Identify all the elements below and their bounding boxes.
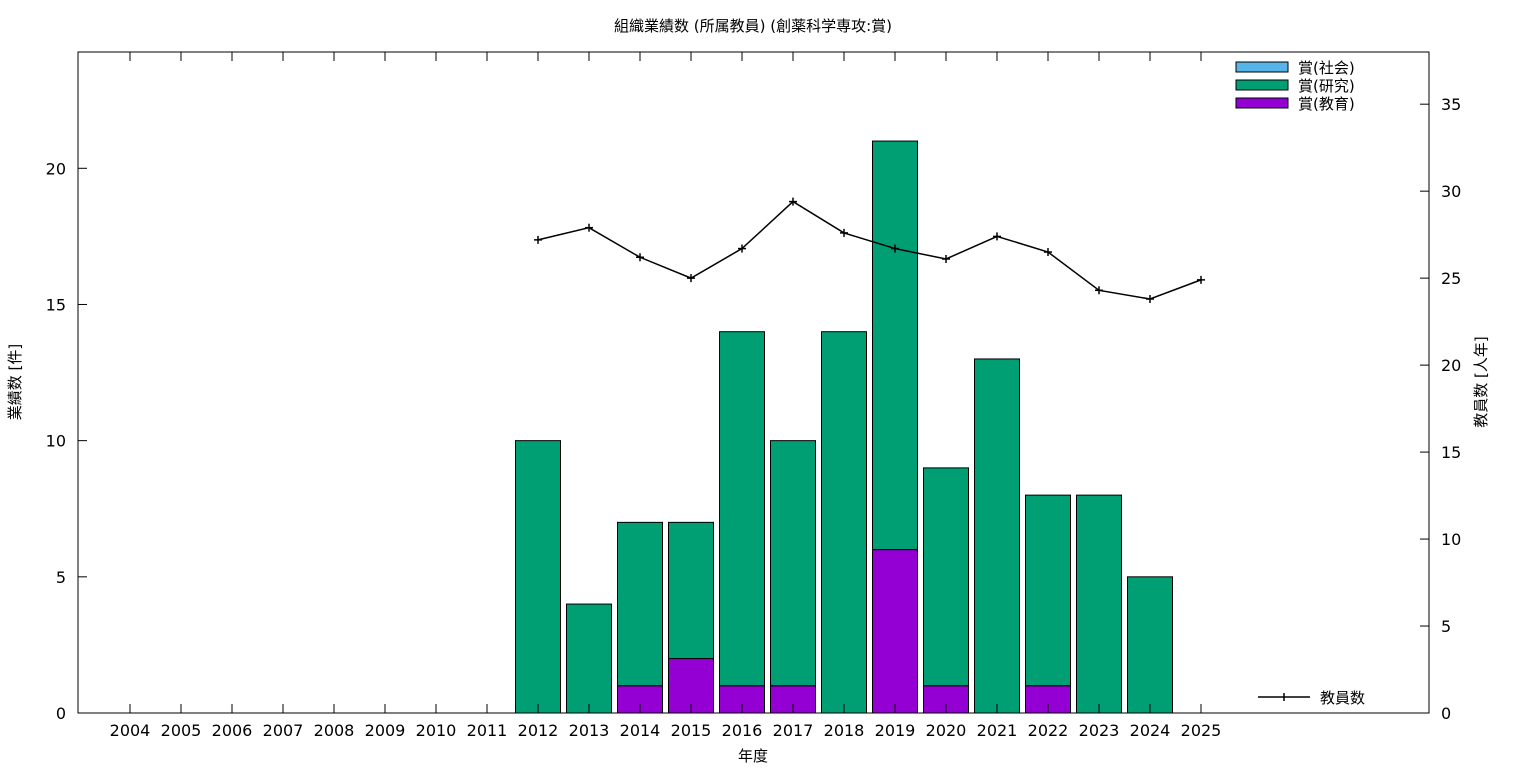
faculty-count-point [534,235,542,244]
faculty-count-point [1146,295,1154,304]
y-tick-label: 15 [46,295,66,314]
y2-tick-label: 10 [1441,530,1461,549]
x-tick-label: 2004 [110,721,151,740]
y2-tick-label: 0 [1441,704,1451,723]
x-tick-label: 2015 [671,721,712,740]
bar-2021-series-1 [974,358,1020,714]
x-tick-label: 2024 [1130,721,1171,740]
bar-2019-series-2 [872,549,918,714]
bar-2019-series-1 [872,140,918,551]
y2-axis-label: 教員数 [人年] [1472,336,1490,427]
faculty-count-line [537,200,1202,300]
legend: 賞(社会)賞(研究)賞(教育) 教員数 [1235,59,1365,707]
line-legend-label: 教員数 [1320,689,1365,707]
legend-label-2: 賞(教育) [1298,95,1355,113]
x-tick-label: 2020 [926,721,967,740]
plot-border [77,51,1430,714]
faculty-count-point [636,253,644,262]
y2-tick-label: 35 [1441,95,1461,114]
x-tick-label: 2018 [824,721,865,740]
x-tick-label: 2023 [1079,721,1120,740]
legend-label-1: 賞(研究) [1298,77,1355,95]
x-tick-label: 2013 [569,721,610,740]
bar-2018-series-1 [821,331,867,714]
bar-2015-series-2 [668,658,714,714]
faculty-count-point [942,254,950,263]
y2-tick-label: 30 [1441,182,1461,201]
bars-layer [515,140,1173,714]
x-tick-label: 2017 [773,721,814,740]
y2-tick-label: 15 [1441,443,1461,462]
y-tick-label: 10 [46,432,66,451]
faculty-count-point [585,223,593,232]
faculty-count-point [738,244,746,253]
faculty-count-point [891,244,899,253]
y2-tick-label: 20 [1441,356,1461,375]
bar-2016-series-1 [719,331,765,687]
legend-swatch-1 [1235,79,1289,91]
x-tick-label: 2016 [722,721,763,740]
y-axis-label: 業績数 [件] [6,344,24,420]
y2-tick-label: 25 [1441,269,1461,288]
x-tick-label: 2009 [365,721,406,740]
bar-2020-series-1 [923,467,969,687]
faculty-count-point [789,197,797,206]
faculty-count-point [687,274,695,283]
y-tick-label: 20 [46,159,66,178]
faculty-count-point [840,228,848,237]
bar-2024-series-1 [1127,576,1173,714]
legend-label-0: 賞(社会) [1298,59,1355,77]
x-tick-label: 2010 [416,721,457,740]
legend-swatch-2 [1235,97,1289,109]
x-tick-label: 2012 [518,721,559,740]
x-tick-label: 2021 [977,721,1018,740]
bar-2014-series-1 [617,521,663,687]
x-tick-label: 2019 [875,721,916,740]
legend-swatch-0 [1235,61,1289,73]
faculty-count-point [1197,275,1205,284]
faculty-count-point [993,232,1001,241]
bar-2012-series-1 [515,440,561,714]
x-axis-label: 年度 [738,747,768,765]
bar-2023-series-1 [1076,494,1122,714]
bar-2017-series-1 [770,440,816,687]
y-tick-label: 5 [56,568,66,587]
y-tick-label: 0 [56,704,66,723]
x-tick-label: 2008 [314,721,355,740]
y2-tick-label: 5 [1441,617,1451,636]
x-tick-label: 2006 [212,721,253,740]
bar-2013-series-1 [566,603,612,714]
bar-2015-series-1 [668,521,714,660]
chart-title: 組織業績数 (所属教員) (創薬科学専攻:賞) [614,17,892,35]
x-tick-label: 2022 [1028,721,1069,740]
line-layer [534,197,1205,304]
bar-2022-series-1 [1025,494,1071,687]
x-tick-label: 2025 [1181,721,1222,740]
faculty-count-point [1044,248,1052,257]
x-tick-label: 2007 [263,721,304,740]
x-tick-label: 2011 [467,721,508,740]
x-tick-label: 2014 [620,721,661,740]
x-tick-label: 2005 [161,721,202,740]
faculty-count-point [1095,286,1103,295]
